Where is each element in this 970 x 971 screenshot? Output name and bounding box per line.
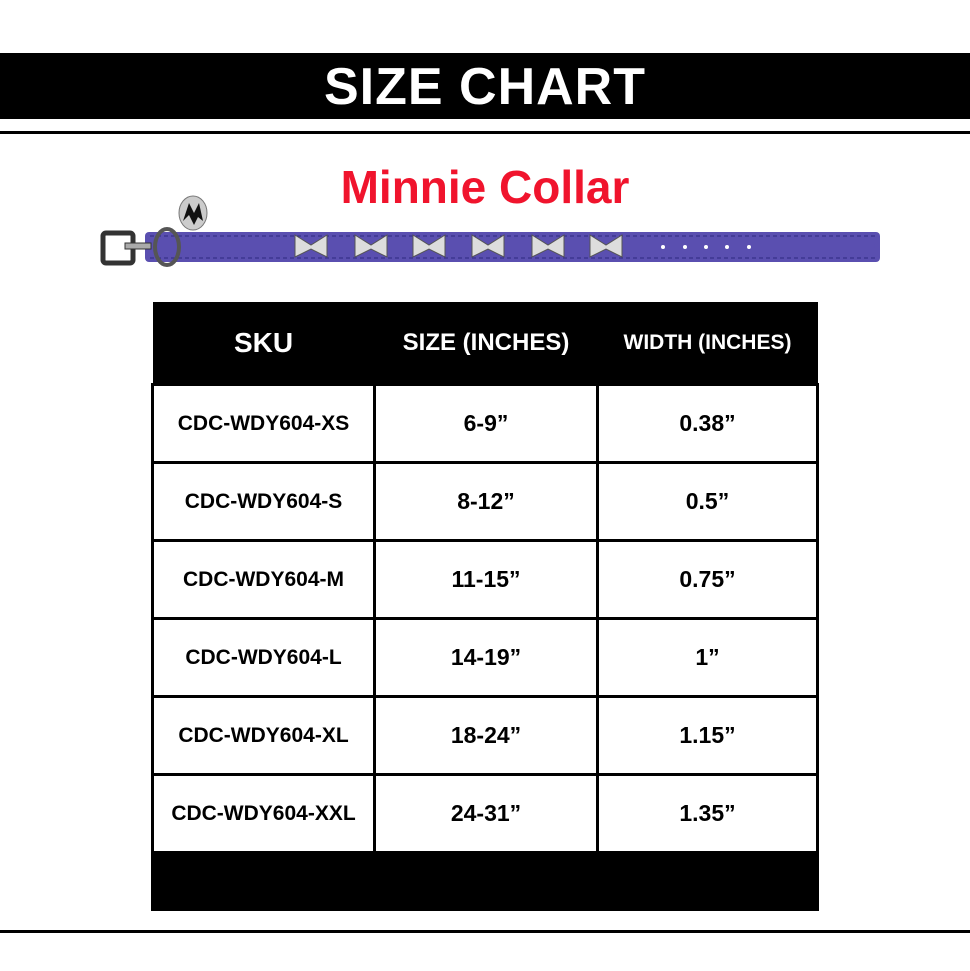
table-footer (151, 851, 819, 911)
cell-width: 1.15” (596, 695, 819, 776)
divider (0, 930, 970, 933)
cell-sku: CDC-WDY604-XS (151, 383, 376, 464)
cell-sku: CDC-WDY604-M (151, 539, 376, 620)
table-row: CDC-WDY604-XXL 24-31” 1.35” (151, 773, 819, 854)
divider (0, 131, 970, 134)
cell-size: 14-19” (373, 617, 599, 698)
size-chart-banner: SIZE CHART (0, 53, 970, 119)
bow-icons (294, 234, 623, 258)
header-sku: SKU (152, 302, 375, 385)
table-row: CDC-WDY604-XL 18-24” 1.15” (151, 695, 819, 776)
cell-sku: CDC-WDY604-XL (151, 695, 376, 776)
size-table: SKU SIZE (INCHES) WIDTH (INCHES) CDC-WDY… (151, 302, 819, 911)
collar-image (100, 195, 880, 267)
cell-width: 0.5” (596, 461, 819, 542)
table-header-row: SKU SIZE (INCHES) WIDTH (INCHES) (152, 302, 818, 385)
cell-width: 1.35” (596, 773, 819, 854)
table-row: CDC-WDY604-L 14-19” 1” (151, 617, 819, 698)
header-width: WIDTH (INCHES) (597, 302, 818, 385)
buckle-icon (100, 230, 152, 266)
cell-size: 24-31” (373, 773, 599, 854)
header-size: SIZE (INCHES) (374, 302, 598, 385)
charm-icon (178, 195, 208, 231)
cell-size: 11-15” (373, 539, 599, 620)
cell-sku: CDC-WDY604-L (151, 617, 376, 698)
table-row: CDC-WDY604-S 8-12” 0.5” (151, 461, 819, 542)
table-row: CDC-WDY604-XS 6-9” 0.38” (151, 383, 819, 464)
cell-size: 8-12” (373, 461, 599, 542)
cell-sku: CDC-WDY604-S (151, 461, 376, 542)
cell-width: 1” (596, 617, 819, 698)
cell-size: 18-24” (373, 695, 599, 776)
cell-width: 0.75” (596, 539, 819, 620)
product-title: Minnie Collar (340, 161, 630, 213)
cell-size: 6-9” (373, 383, 599, 464)
cell-width: 0.38” (596, 383, 819, 464)
cell-sku: CDC-WDY604-XXL (151, 773, 376, 854)
table-row: CDC-WDY604-M 11-15” 0.75” (151, 539, 819, 620)
